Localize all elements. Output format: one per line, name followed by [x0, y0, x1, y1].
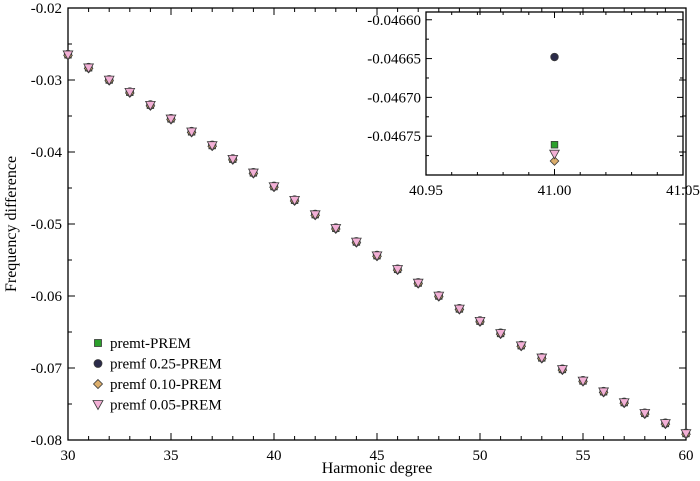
legend-marker	[94, 339, 102, 347]
data-point	[330, 224, 342, 234]
data-point	[515, 341, 527, 352]
y-tick-label: -0.03	[31, 73, 62, 89]
x-tick-label: 60	[679, 448, 694, 464]
inset-data-point	[550, 141, 559, 149]
data-point	[598, 387, 610, 398]
data-point	[247, 168, 259, 179]
y-tick-label: -0.08	[31, 433, 62, 449]
data-point	[144, 100, 156, 111]
inset-x-tick-label: 41.00	[538, 183, 572, 199]
data-point	[536, 353, 548, 364]
legend-label: premf 0.10-PREM	[110, 377, 222, 393]
data-point	[577, 376, 589, 387]
inset-y-tick-label: -0.04675	[367, 129, 421, 145]
data-point	[659, 419, 671, 430]
legend-label: premt-PREM	[110, 336, 191, 352]
data-point	[83, 63, 95, 74]
inset-data-point	[550, 52, 559, 62]
inset-y-tick-label: -0.04665	[367, 52, 421, 68]
x-axis-title: Harmonic degree	[322, 460, 433, 477]
x-tick-label: 40	[267, 448, 282, 464]
legend-item: premf 0.10-PREM	[92, 377, 222, 393]
data-point	[227, 154, 239, 165]
data-point	[433, 291, 445, 302]
x-tick-label: 50	[473, 448, 488, 464]
legend: premt-PREM premf 0.25-PREM premf 0.10-PREM…	[92, 336, 222, 414]
data-point	[268, 182, 280, 193]
x-tick-label: 55	[576, 448, 591, 464]
inset-y-tick-label: -0.04670	[367, 90, 421, 106]
series-triangle-down	[62, 50, 692, 440]
inset-y-tick-label: -0.04660	[367, 13, 421, 29]
legend-marker	[92, 400, 104, 411]
x-tick-label: 45	[370, 448, 385, 464]
legend-item: premf 0.25-PREM	[93, 357, 222, 373]
data-point	[392, 265, 404, 275]
data-point	[289, 195, 301, 206]
data-point	[371, 251, 383, 262]
data-point	[309, 210, 321, 221]
data-point	[165, 114, 177, 125]
data-point	[350, 237, 362, 248]
x-tick-label: 30	[61, 448, 76, 464]
y-tick-label: -0.06	[31, 289, 63, 305]
inset-data-point	[549, 149, 560, 160]
data-point	[495, 329, 507, 340]
inset-x-tick-label: 40.95	[409, 183, 443, 199]
y-tick-label: -0.07	[31, 361, 63, 377]
data-point	[62, 50, 74, 61]
data-point	[186, 127, 198, 138]
data-point	[680, 429, 692, 440]
inset-plot: 40.95 41.00 41.05 -0.04660 -0.04665 -0.04670 -…	[367, 11, 700, 199]
data-point	[412, 278, 424, 289]
legend-label: premf 0.05-PREM	[110, 398, 222, 414]
y-axis-title: Frequency difference	[3, 156, 20, 292]
y-tick-label: -0.04	[31, 145, 63, 161]
legend-marker	[92, 378, 104, 390]
legend-item: premt-PREM	[94, 336, 191, 352]
y-tick-label: -0.05	[31, 217, 62, 233]
main-plot: 30 35 40 45 50 55 60 -0.08 -0.07 -0.06 -0.05 -0.04 -…	[3, 1, 694, 477]
data-point	[103, 75, 115, 86]
main-plot-frame	[67, 7, 687, 441]
x-tick-label: 35	[164, 448, 179, 464]
data-point	[618, 398, 630, 409]
legend-item: premf 0.05-PREM	[92, 398, 222, 414]
data-point	[453, 304, 465, 315]
inset-x-tick-label: 41.05	[666, 183, 700, 199]
inset-data-point	[549, 156, 560, 166]
data-point	[639, 409, 651, 419]
y-tick-label: -0.02	[31, 1, 62, 17]
data-point	[124, 88, 136, 98]
legend-marker	[93, 359, 103, 368]
data-point	[474, 316, 486, 327]
data-point	[206, 141, 218, 152]
data-point	[556, 365, 568, 376]
legend-label: premf 0.25-PREM	[110, 357, 222, 373]
